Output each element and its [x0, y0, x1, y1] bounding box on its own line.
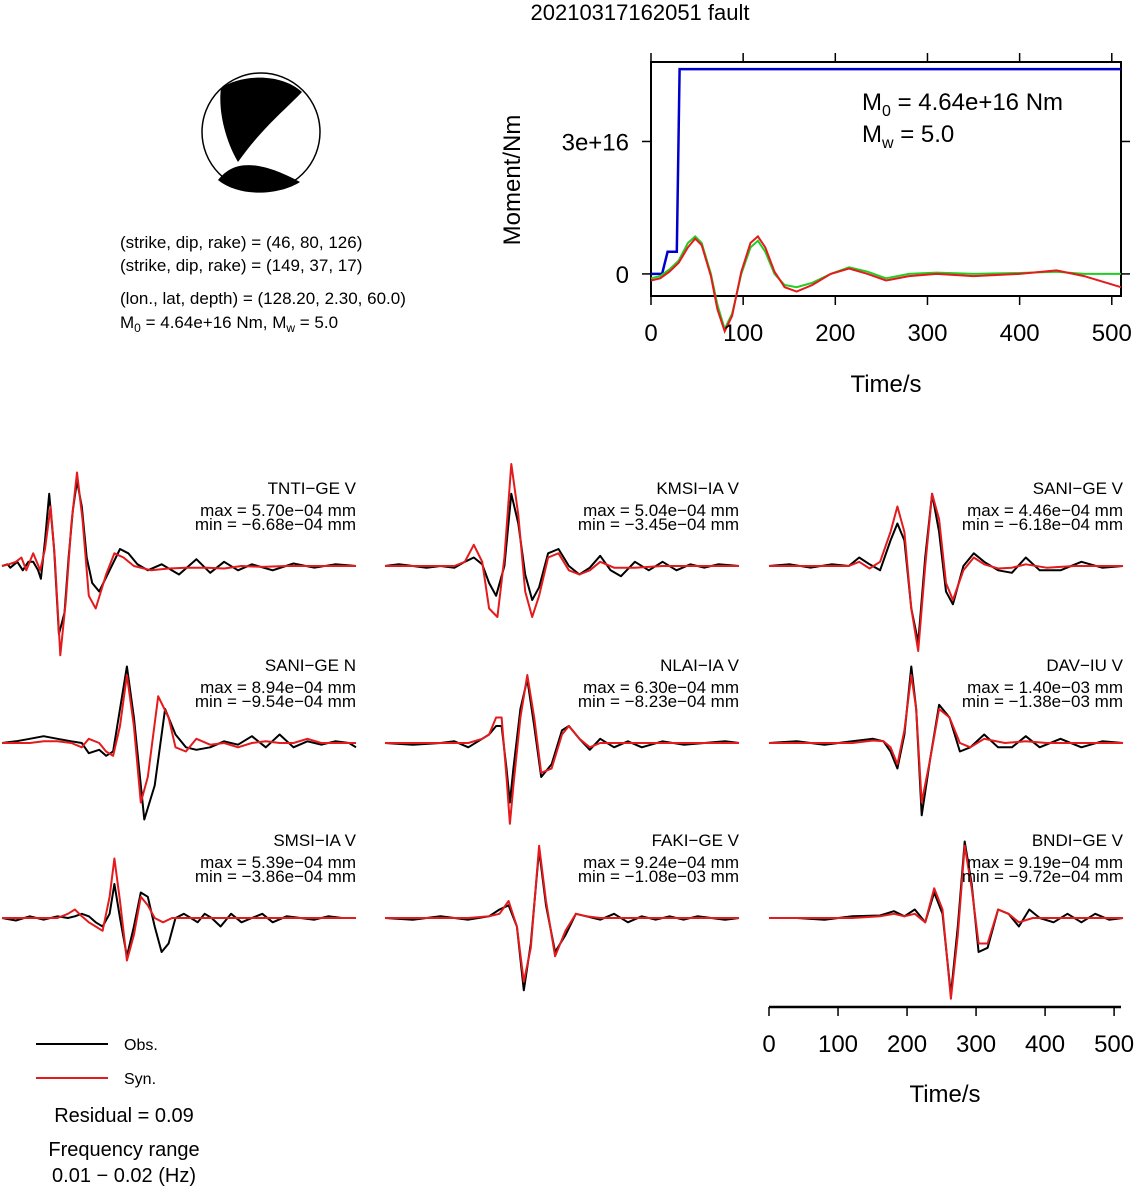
- station-max: max = 5.39e−04 mm: [200, 853, 356, 872]
- synthetic-trace: [769, 674, 1123, 804]
- moment-xtick-label: 0: [644, 320, 657, 347]
- station-name: TNTI−GE V: [268, 479, 357, 498]
- moment-xtick-label: 200: [815, 320, 855, 347]
- frequency-range-title: Frequency range: [48, 1139, 199, 1161]
- station-name: FAKI−GE V: [652, 831, 740, 850]
- synthetic-trace: [385, 844, 739, 983]
- synthetic-trace: [769, 492, 1123, 652]
- legend-syn-label: Syn.: [124, 1071, 156, 1088]
- station-min: min = −3.45e−04 mm: [578, 515, 739, 534]
- moment-xtick-label: 300: [907, 320, 947, 347]
- moment-rate-green-line: [650, 235, 1121, 332]
- waveform-xtick-label: 300: [956, 1031, 996, 1058]
- station-min: min = −9.54e−04 mm: [195, 692, 356, 711]
- waveform-xtick-label: 400: [1025, 1031, 1065, 1058]
- source-location: (lon., lat, depth) = (128.20, 2.30, 60.0…: [120, 289, 406, 308]
- moment-xtick-label: 100: [723, 320, 763, 347]
- frequency-range-value: 0.01 − 0.02 (Hz): [52, 1165, 196, 1186]
- moment-ytick-label: 0: [616, 262, 629, 289]
- legend: Obs. Syn.: [36, 1037, 158, 1088]
- moment-axes: 0 100 200 300 400 500 0 3e+16: [562, 53, 1132, 347]
- moment-panel: Moment/Nm Time/s 0 100 200 300 400 50003e+16 …: [499, 53, 1132, 398]
- synthetic-trace: [385, 674, 739, 825]
- station-min: min = −9.72e−04 mm: [962, 867, 1123, 886]
- synthetic-trace: [769, 844, 1123, 1000]
- station-name: SANI−GE N: [265, 656, 356, 675]
- beachball: [201, 72, 321, 193]
- legend-obs-label: Obs.: [124, 1037, 158, 1054]
- nodal-plane-2: (strike, dip, rake) = (149, 37, 17): [120, 256, 362, 275]
- station-max: max = 8.94e−04 mm: [200, 678, 356, 697]
- station-min: min = −6.18e−04 mm: [962, 515, 1123, 534]
- moment-ylabel: Moment/Nm: [499, 115, 526, 246]
- source-parameters: (strike, dip, rake) = (46, 80, 126) (str…: [120, 233, 406, 335]
- waveform-xtick-label: 0: [762, 1031, 775, 1058]
- waveform-xlabel: Time/s: [909, 1081, 980, 1108]
- moment-annotation-mw: Mw = 5.0: [862, 121, 954, 152]
- observed-trace: [1, 480, 357, 635]
- station-max: max = 6.30e−04 mm: [583, 678, 739, 697]
- moment-panel-frame: [650, 61, 1122, 297]
- waveform-time-axis: 0 100 200 300 400 500: [762, 1005, 1134, 1058]
- residual-text: Residual = 0.09: [54, 1105, 194, 1127]
- moment-xlabel: Time/s: [850, 371, 921, 398]
- moment-rate-red-line: [650, 234, 1122, 334]
- moment-xtick-label: 500: [1092, 320, 1132, 347]
- observed-trace: [1, 883, 356, 958]
- source-magnitude: M0 = 4.64e+16 Nm, Mw = 5.0: [120, 313, 338, 335]
- station-name: SMSI−IA V: [273, 831, 356, 850]
- station-max: max = 5.04e−04 mm: [583, 501, 739, 520]
- beachball-compressional-quadrant: [220, 77, 302, 162]
- station-max: max = 9.24e−04 mm: [583, 853, 739, 872]
- station-name: BNDI−GE V: [1032, 831, 1124, 850]
- synthetic-trace: [385, 463, 739, 618]
- station-min: min = −6.68e−04 mm: [195, 515, 356, 534]
- station-max: max = 4.46e−04 mm: [967, 501, 1123, 520]
- observed-trace: [384, 492, 740, 601]
- nodal-plane-1: (strike, dip, rake) = (46, 80, 126): [120, 233, 362, 252]
- synthetic-trace: [2, 857, 356, 962]
- station-max: max = 1.40e−03 mm: [967, 678, 1123, 697]
- figure-title: 20210317162051 fault: [531, 0, 750, 25]
- station-name: DAV−IU V: [1046, 656, 1123, 675]
- station-name: KMSI−IA V: [656, 479, 739, 498]
- station-max: max = 5.70e−04 mm: [200, 501, 356, 520]
- station-name: NLAI−IA V: [660, 656, 740, 675]
- station-max: max = 9.19e−04 mm: [967, 853, 1123, 872]
- beachball-compressional-quadrant-lower: [218, 165, 300, 193]
- synthetic-trace: [2, 674, 356, 804]
- station-min: min = −1.08e−03 mm: [578, 867, 739, 886]
- station-min: min = −1.38e−03 mm: [962, 692, 1123, 711]
- moment-series: [650, 67, 1122, 334]
- observed-trace: [1, 665, 357, 821]
- moment-ytick-label: 3e+16: [562, 129, 629, 156]
- moment-xtick-label: 400: [1000, 320, 1040, 347]
- waveform-xtick-label: 100: [818, 1031, 858, 1058]
- station-name: SANI−GE V: [1033, 479, 1124, 498]
- station-min: min = −3.86e−04 mm: [195, 867, 356, 886]
- waveform-xtick-label: 200: [887, 1031, 927, 1058]
- waveform-xtick-label: 500: [1094, 1031, 1134, 1058]
- station-min: min = −8.23e−04 mm: [578, 692, 739, 711]
- synthetic-trace: [1, 471, 356, 657]
- moment-annotation-m0: M0 = 4.64e+16 Nm: [862, 89, 1063, 120]
